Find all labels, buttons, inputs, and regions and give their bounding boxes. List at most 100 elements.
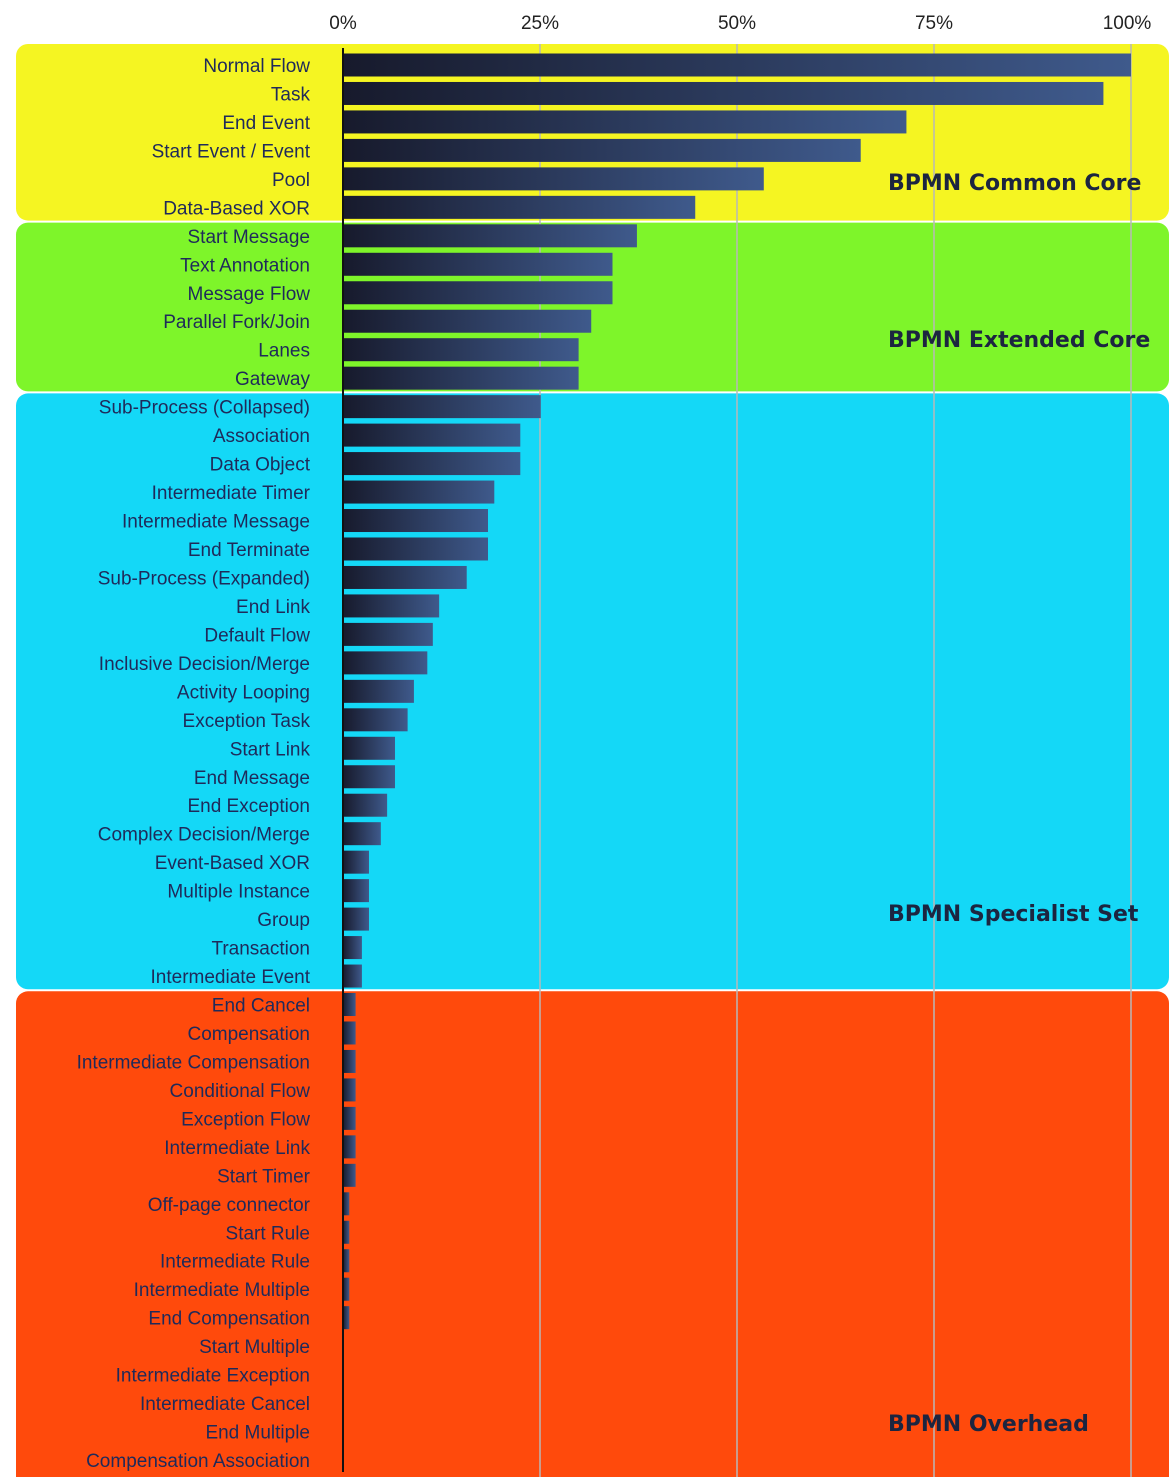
bar — [343, 81, 1104, 105]
x-axis-tick-labels: 0% 25% 50% 75% 100% — [329, 13, 1151, 34]
bar — [343, 679, 414, 703]
category-label: Gateway — [235, 369, 310, 390]
group-bands — [16, 44, 1169, 1477]
bar — [343, 110, 907, 134]
bar — [343, 1163, 356, 1187]
bar — [343, 338, 579, 362]
category-label: Complex Decision/Merge — [98, 825, 310, 846]
category-label: Compensation — [187, 1024, 310, 1045]
category-label: Intermediate Event — [151, 967, 311, 988]
category-label: End Compensation — [148, 1309, 310, 1330]
category-label: Inclusive Decision/Merge — [99, 654, 310, 675]
category-label: Event-Based XOR — [155, 853, 310, 874]
bar — [343, 423, 521, 447]
category-label: Conditional Flow — [170, 1081, 311, 1102]
category-label: End Message — [194, 768, 310, 789]
category-label: Exception Task — [183, 711, 311, 732]
bar — [343, 53, 1131, 77]
bar — [343, 736, 396, 760]
bar — [343, 281, 613, 305]
category-label: Association — [213, 426, 310, 447]
category-label: Start Event / Event — [152, 141, 311, 162]
category-label: Task — [271, 84, 311, 105]
category-label: Exception Flow — [181, 1109, 310, 1130]
category-label: Parallel Fork/Join — [163, 312, 310, 333]
bar — [343, 879, 370, 903]
x-tick-label: 75% — [915, 13, 953, 34]
bar — [343, 224, 637, 248]
category-label: Off-page connector — [148, 1195, 311, 1216]
category-label: Group — [257, 910, 310, 931]
bar — [343, 651, 428, 675]
category-label: Start Link — [230, 739, 311, 760]
category-label: Intermediate Timer — [152, 483, 311, 504]
bar — [343, 1021, 356, 1045]
bar — [343, 1135, 356, 1159]
category-label: Start Message — [188, 227, 311, 248]
bar — [343, 565, 467, 589]
bar — [343, 708, 408, 732]
category-label: Start Multiple — [199, 1337, 310, 1358]
category-label: Intermediate Rule — [160, 1252, 310, 1273]
category-label: Intermediate Cancel — [140, 1394, 310, 1415]
x-tick-label: 25% — [521, 13, 559, 34]
category-label: Compensation Association — [86, 1451, 310, 1472]
group-labels: BPMN Common Core BPMN Extended Core BPMN S… — [888, 171, 1150, 1437]
bar — [343, 452, 521, 476]
bar — [343, 509, 488, 533]
category-label: Intermediate Compensation — [77, 1052, 310, 1073]
category-label: End Exception — [187, 796, 310, 817]
bar — [343, 793, 388, 817]
bar — [343, 537, 488, 561]
bar — [343, 993, 356, 1017]
x-tick-label: 0% — [329, 13, 357, 34]
group-label: BPMN Common Core — [888, 171, 1141, 196]
x-tick-label: 50% — [718, 13, 756, 34]
bar — [343, 1277, 350, 1301]
category-label: Multiple Instance — [167, 882, 310, 903]
category-label: Pool — [272, 170, 310, 191]
category-label: Default Flow — [204, 625, 310, 646]
band-specialist-set — [16, 393, 1169, 990]
bar — [343, 1249, 350, 1273]
bar — [343, 138, 861, 162]
category-label: Data Object — [210, 455, 311, 476]
bar — [343, 622, 433, 646]
group-label: BPMN Extended Core — [888, 328, 1150, 353]
category-label: End Cancel — [212, 996, 310, 1017]
category-label: Intermediate Multiple — [134, 1280, 310, 1301]
category-label: Start Timer — [217, 1166, 311, 1187]
category-label: End Event — [222, 113, 310, 134]
category-label: Normal Flow — [203, 56, 310, 77]
category-label: Sub-Process (Expanded) — [98, 568, 310, 589]
category-label: Intermediate Message — [122, 512, 310, 533]
bar — [343, 964, 362, 988]
group-label: BPMN Overhead — [888, 1412, 1089, 1437]
bar — [343, 1049, 356, 1073]
group-label: BPMN Specialist Set — [888, 902, 1139, 927]
bar — [343, 480, 495, 504]
band-extended-core — [16, 222, 1169, 392]
category-label: Message Flow — [188, 284, 311, 305]
bar — [343, 1220, 350, 1244]
category-label: Lanes — [258, 341, 310, 362]
bar — [343, 936, 362, 960]
bar — [343, 195, 696, 219]
category-label: Transaction — [211, 939, 310, 960]
bar — [343, 1078, 356, 1102]
bar — [343, 1192, 350, 1216]
bars — [343, 53, 1131, 1472]
bar — [343, 252, 613, 276]
bar — [343, 907, 370, 931]
category-label: End Terminate — [188, 540, 310, 561]
bar — [343, 395, 541, 419]
category-label: Activity Looping — [177, 682, 310, 703]
bar — [343, 309, 592, 333]
category-label: Start Rule — [226, 1223, 310, 1244]
category-label: Intermediate Link — [164, 1138, 310, 1159]
bar — [343, 850, 370, 874]
band-overhead — [16, 991, 1169, 1477]
x-tick-label: 100% — [1103, 13, 1152, 34]
bar — [343, 1106, 356, 1130]
